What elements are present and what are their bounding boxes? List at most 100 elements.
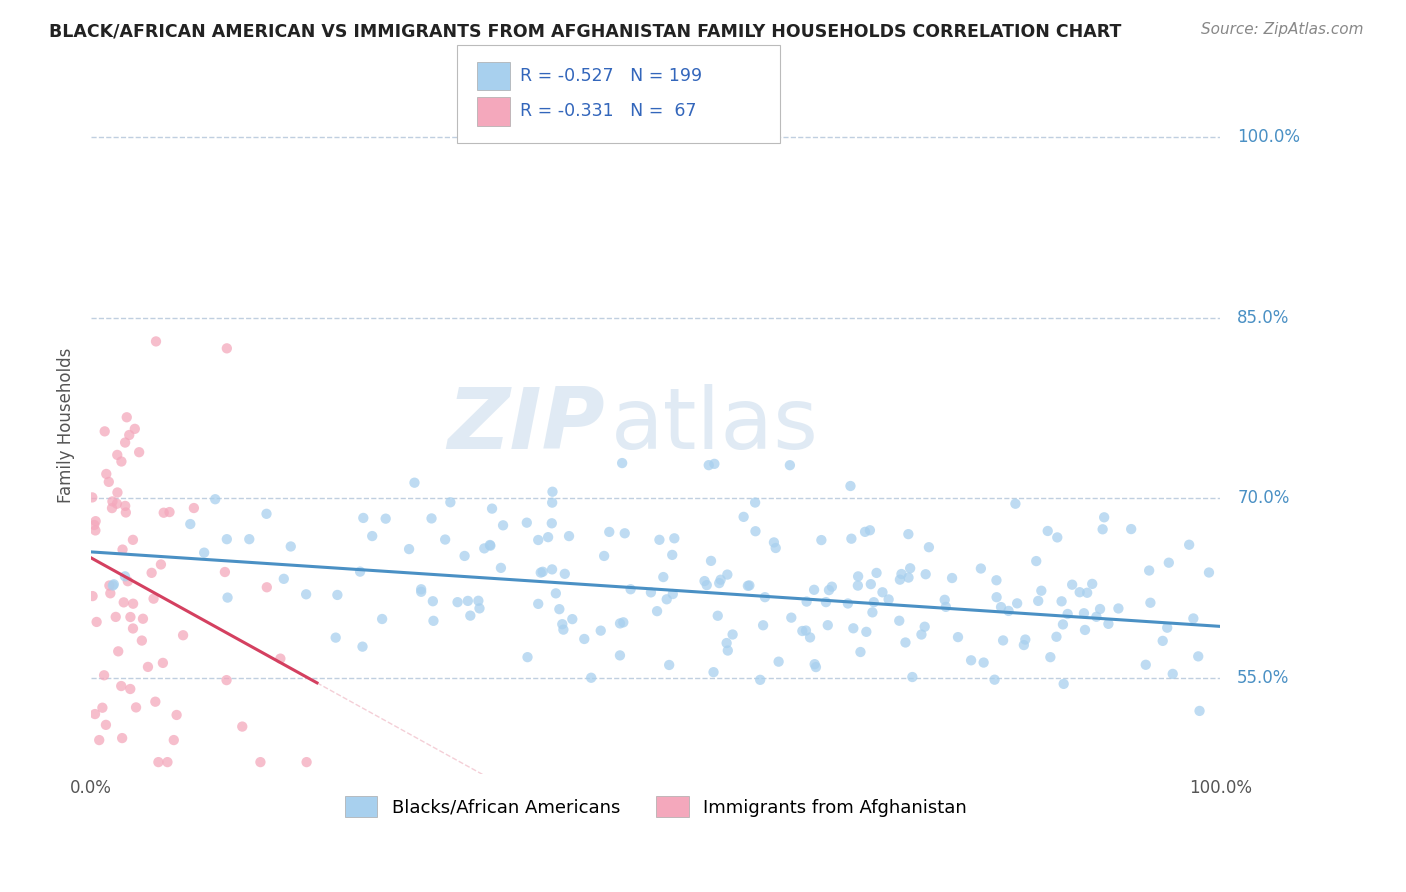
Point xyxy=(492,518,515,533)
Point xyxy=(122,533,145,547)
Point xyxy=(143,695,166,709)
Point xyxy=(104,610,127,624)
Point xyxy=(118,428,141,442)
Point xyxy=(295,587,318,601)
Point xyxy=(946,630,969,644)
Point xyxy=(814,595,837,609)
Point xyxy=(97,475,120,489)
Point xyxy=(398,542,420,557)
Point xyxy=(446,595,468,609)
Point xyxy=(439,495,461,509)
Point xyxy=(821,580,844,594)
Point xyxy=(860,606,883,620)
Point xyxy=(817,618,839,632)
Point xyxy=(1152,633,1174,648)
Point xyxy=(1026,594,1049,608)
Point xyxy=(204,492,226,507)
Point xyxy=(411,584,433,599)
Point xyxy=(152,506,174,520)
Point xyxy=(217,591,239,605)
Point xyxy=(842,621,865,635)
Point xyxy=(122,597,145,611)
Point xyxy=(794,624,817,638)
Point xyxy=(990,600,1012,615)
Text: BLACK/AFRICAN AMERICAN VS IMMIGRANTS FROM AFGHANISTAN FAMILY HOUSEHOLDS CORRELAT: BLACK/AFRICAN AMERICAN VS IMMIGRANTS FRO… xyxy=(49,22,1122,40)
Point xyxy=(215,342,238,356)
Text: ZIP: ZIP xyxy=(447,384,605,467)
Point xyxy=(934,592,956,607)
Point xyxy=(648,533,671,547)
Point xyxy=(754,590,776,604)
Point xyxy=(1046,530,1069,544)
Point xyxy=(1039,650,1062,665)
Point xyxy=(716,567,738,582)
Point xyxy=(744,524,766,539)
Point xyxy=(1073,606,1095,620)
Point xyxy=(114,499,136,513)
Point xyxy=(179,516,201,531)
Point xyxy=(768,655,790,669)
Point xyxy=(554,566,576,581)
Point xyxy=(1076,586,1098,600)
Point xyxy=(1085,609,1108,624)
Point xyxy=(960,653,983,667)
Point xyxy=(1198,566,1220,580)
Point xyxy=(553,623,575,637)
Point xyxy=(101,501,124,516)
Point xyxy=(613,526,636,541)
Point xyxy=(128,445,150,459)
Point xyxy=(558,529,581,543)
Point xyxy=(1182,611,1205,625)
Point xyxy=(1178,538,1201,552)
Point xyxy=(662,587,685,601)
Point xyxy=(103,577,125,591)
Point xyxy=(93,425,115,439)
Point xyxy=(112,595,135,609)
Point xyxy=(1135,657,1157,672)
Point xyxy=(132,612,155,626)
Point xyxy=(183,501,205,516)
Point xyxy=(897,527,920,541)
Point xyxy=(765,541,787,555)
Point xyxy=(1069,585,1091,599)
Point xyxy=(527,533,550,547)
Point xyxy=(859,577,882,591)
Point xyxy=(1031,583,1053,598)
Point xyxy=(98,578,121,592)
Point xyxy=(84,514,107,528)
Point xyxy=(733,509,755,524)
Point xyxy=(749,673,772,687)
Point xyxy=(935,599,957,614)
Point xyxy=(877,592,900,607)
Point xyxy=(527,597,550,611)
Point xyxy=(479,539,502,553)
Point xyxy=(120,610,142,624)
Point xyxy=(420,511,443,525)
Point xyxy=(1107,601,1129,615)
Text: 100.0%: 100.0% xyxy=(1237,128,1301,146)
Point xyxy=(84,707,107,722)
Point xyxy=(325,631,347,645)
Point xyxy=(105,497,128,511)
Point xyxy=(853,524,876,539)
Point xyxy=(107,485,129,500)
Point xyxy=(703,457,725,471)
Point xyxy=(846,579,869,593)
Point xyxy=(1025,554,1047,568)
Point xyxy=(1005,596,1028,610)
Point xyxy=(434,533,457,547)
Point xyxy=(215,673,238,687)
Point xyxy=(481,501,503,516)
Point xyxy=(859,523,882,537)
Point xyxy=(460,608,482,623)
Point xyxy=(709,576,731,591)
Point xyxy=(101,578,124,592)
Point xyxy=(453,549,475,563)
Point xyxy=(472,541,495,556)
Point xyxy=(122,622,145,636)
Point xyxy=(983,673,1005,687)
Point xyxy=(83,518,105,533)
Point xyxy=(136,660,159,674)
Point xyxy=(256,580,278,594)
Point xyxy=(849,645,872,659)
